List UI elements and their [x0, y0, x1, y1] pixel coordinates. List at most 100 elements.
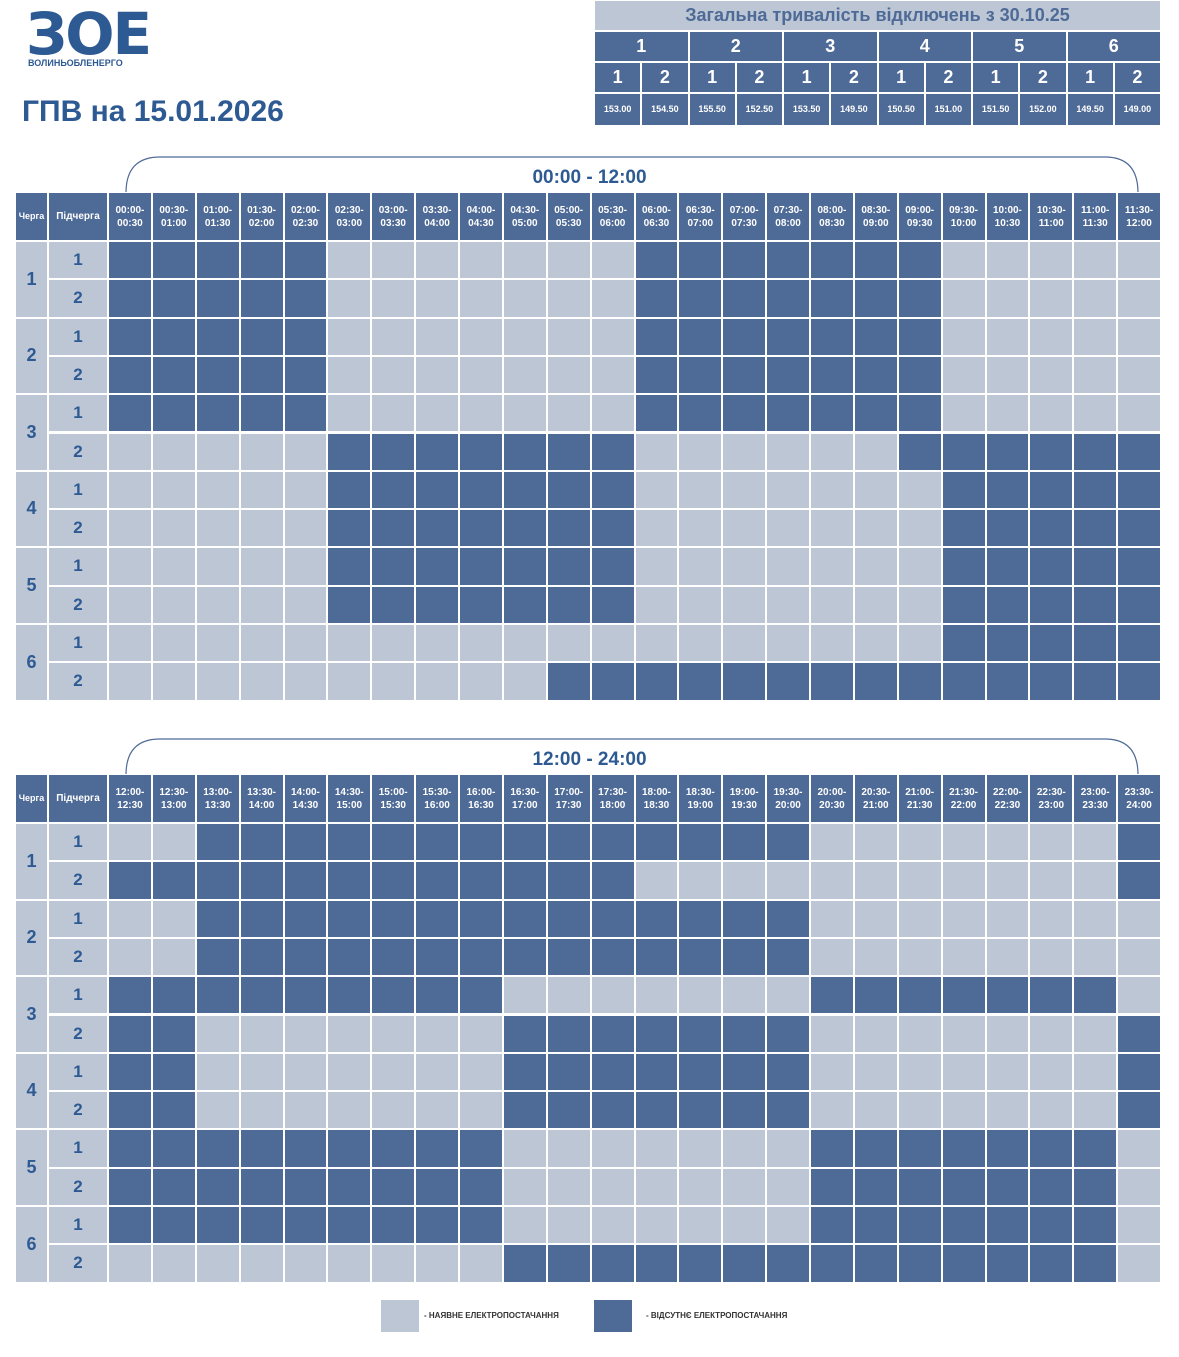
- slot-cell: [897, 432, 942, 471]
- slot-cell: [897, 585, 942, 624]
- slot-cell: [766, 1052, 810, 1092]
- slot-cell: [327, 662, 372, 701]
- slot-cell: [1117, 585, 1161, 624]
- slot-cell: [897, 899, 942, 938]
- slot-cell: [1029, 861, 1074, 900]
- slot-cell: [634, 1129, 679, 1168]
- slot-cell: [941, 317, 986, 356]
- slot-header: 04:30-05:00: [502, 192, 547, 241]
- slot-header: 09:30-10:00: [941, 192, 986, 241]
- slot-cell: [853, 509, 898, 548]
- slot-cell: [941, 662, 986, 701]
- slot-cell: [985, 1052, 1030, 1092]
- slot-cell: [985, 547, 1030, 586]
- slot-cell: [766, 899, 810, 938]
- slot-cell: [1117, 394, 1161, 433]
- slot-cell: [1117, 899, 1161, 938]
- slot-cell: [853, 470, 898, 510]
- slot-cell: [546, 509, 591, 548]
- logo-mark: ЗОЕ: [26, 0, 152, 68]
- slot-cell: [678, 394, 723, 433]
- slot-cell: [1117, 1167, 1161, 1206]
- slot-cell: [941, 470, 986, 510]
- slot-cell: [415, 317, 459, 356]
- slot-cell: [590, 937, 635, 977]
- summary-queue: 3: [783, 31, 878, 62]
- slot-cell: [766, 585, 810, 624]
- slot-header: 20:30-21:00: [853, 774, 898, 823]
- slot-cell: [1029, 823, 1074, 862]
- slot-cell: [678, 279, 723, 318]
- slot-header: 11:00-11:30: [1073, 192, 1118, 241]
- slot-cell: [941, 241, 986, 280]
- slot-cell: [195, 1244, 240, 1283]
- slot-cell: [678, 1052, 723, 1092]
- slot-cell: [1117, 1129, 1161, 1168]
- slot-header: 09:00-09:30: [897, 192, 942, 241]
- slot-cell: [941, 1014, 986, 1053]
- slot-cell: [1073, 1244, 1118, 1283]
- slot-cell: [327, 1052, 372, 1092]
- slot-cell: [371, 241, 416, 280]
- slot-cell: [853, 432, 898, 471]
- slot-cell: [678, 1014, 723, 1053]
- slot-cell: [985, 624, 1030, 663]
- slot-cell: [239, 509, 284, 548]
- slot-cell: [766, 1206, 810, 1245]
- slot-cell: [1073, 937, 1118, 977]
- slot-cell: [766, 1014, 810, 1053]
- slot-cell: [1029, 547, 1074, 586]
- slot-cell: [546, 585, 591, 624]
- slot-cell: [1029, 509, 1074, 548]
- slot-cell: [459, 241, 503, 280]
- slot-header: 19:00-19:30: [722, 774, 767, 823]
- slot-cell: [283, 624, 328, 663]
- slot-cell: [459, 624, 503, 663]
- slot-cell: [897, 662, 942, 701]
- slot-cell: [1117, 279, 1161, 318]
- slot-cell: [1029, 585, 1074, 624]
- slot-cell: [766, 547, 810, 586]
- slot-cell: [985, 509, 1030, 548]
- slot-cell: [151, 585, 196, 624]
- slot-cell: [502, 1167, 547, 1206]
- slot-cell: [810, 1052, 854, 1092]
- subqueue-label: 1: [48, 1206, 108, 1245]
- slot-cell: [590, 662, 635, 701]
- summary-hours: 153.00: [594, 93, 642, 126]
- slot-cell: [590, 1091, 635, 1130]
- slot-cell: [722, 1014, 767, 1053]
- slot-cell: [151, 1129, 196, 1168]
- slot-header: 19:30-20:00: [766, 774, 810, 823]
- slot-cell: [985, 279, 1030, 318]
- slot-cell: [195, 1129, 240, 1168]
- slot-cell: [634, 1052, 679, 1092]
- slot-cell: [195, 1206, 240, 1245]
- slot-cell: [502, 899, 547, 938]
- slot-cell: [415, 1167, 459, 1206]
- slot-cell: [634, 1206, 679, 1245]
- slot-header: 02:30-03:00: [327, 192, 372, 241]
- slot-cell: [766, 241, 810, 280]
- slot-cell: [415, 470, 459, 510]
- subqueue-label: 1: [48, 624, 108, 663]
- slot-cell: [985, 432, 1030, 471]
- slot-cell: [415, 976, 459, 1015]
- slot-cell: [459, 509, 503, 548]
- summary-queue: 1: [594, 31, 689, 62]
- slot-cell: [108, 1129, 152, 1168]
- slot-cell: [810, 394, 854, 433]
- slot-cell: [327, 585, 372, 624]
- slot-cell: [371, 355, 416, 395]
- slot-cell: [151, 823, 196, 862]
- slot-cell: [546, 547, 591, 586]
- summary-hours: 154.50: [641, 93, 689, 126]
- slot-cell: [853, 279, 898, 318]
- slot-cell: [239, 279, 284, 318]
- slot-cell: [239, 624, 284, 663]
- slot-cell: [239, 976, 284, 1015]
- slot-cell: [195, 624, 240, 663]
- slot-cell: [502, 662, 547, 701]
- slot-cell: [1073, 279, 1118, 318]
